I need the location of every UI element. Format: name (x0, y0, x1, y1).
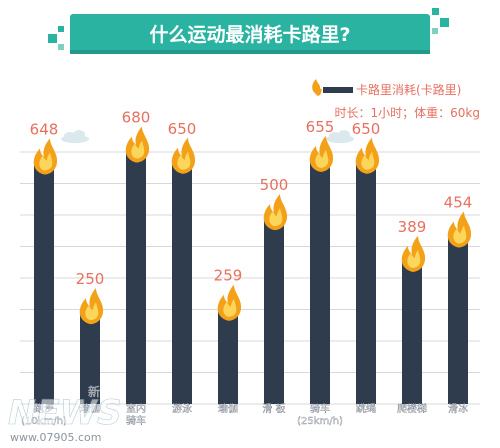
value-label: 650 (168, 120, 197, 138)
legend-label: 卡路里消耗(卡路里) (356, 82, 461, 97)
flame-icon (263, 194, 288, 231)
category-label: 瑜伽 (218, 402, 238, 415)
value-label: 648 (30, 121, 59, 139)
decorative-squares (48, 8, 449, 50)
bar (172, 159, 192, 404)
category-label: (25km/h) (297, 416, 343, 427)
category-labels: 跑步(10km/h)瑜伽 室内骑车游泳 瑜伽滑 板骑车(25km/h)跳绳 爬楼梯 滑冰 (21, 402, 468, 427)
value-label: 655 (306, 118, 335, 136)
chart-title: 什么运动最消耗卡路里? (149, 23, 350, 46)
category-label: 游泳 (172, 402, 192, 415)
flame-icon (79, 288, 104, 325)
bar (218, 306, 238, 404)
chart-subtitle: 时长：1小时；体重：60kg (335, 106, 480, 120)
bar (34, 160, 54, 404)
flames (33, 126, 472, 325)
legend-flame-icon (312, 79, 322, 96)
bars (34, 148, 468, 404)
watermark-news: NEWS (8, 393, 122, 433)
value-labels: 648 250 680 650 259 500 655 650 389 454 (30, 109, 473, 289)
watermark-cn: 新大众 (88, 384, 125, 399)
value-label: 650 (352, 120, 381, 138)
legend: 卡路里消耗(卡路里) 时长：1小时；体重：60kg (312, 79, 480, 120)
bar (310, 157, 330, 404)
flame-icon (217, 284, 242, 321)
title-banner: 什么运动最消耗卡路里? (70, 14, 430, 54)
category-label: 骑车 (310, 402, 330, 415)
cloud-icon (61, 130, 354, 143)
flame-icon (125, 126, 150, 163)
category-label: 骑车 (126, 414, 146, 427)
value-label: 389 (398, 218, 427, 236)
flame-icon (309, 135, 334, 172)
watermark: 新大众 NEWS www.07905.com (8, 384, 125, 444)
bar (264, 216, 284, 404)
category-label: 室内 (126, 402, 146, 415)
category-label: 跳绳 (356, 402, 376, 415)
flame-icon (33, 138, 58, 175)
flame-icon (447, 211, 472, 248)
value-label: 454 (444, 193, 473, 211)
flame-icon (171, 137, 196, 174)
value-label: 259 (214, 267, 243, 285)
value-label: 250 (76, 270, 105, 288)
category-label: 爬楼梯 (397, 402, 427, 415)
category-label: 跑步 (34, 402, 54, 415)
category-label: 瑜伽 (80, 402, 100, 415)
category-label: 滑 板 (262, 402, 285, 415)
bar (402, 257, 422, 404)
bar (126, 148, 146, 404)
bar (356, 159, 376, 404)
value-label: 500 (260, 176, 289, 194)
legend-swatch (323, 87, 353, 93)
watermark-url: www.07905.com (10, 431, 101, 444)
flame-icon (355, 137, 380, 174)
bar (448, 233, 468, 404)
category-label: 滑冰 (448, 402, 468, 415)
bar (80, 310, 100, 404)
value-label: 680 (122, 109, 151, 127)
category-label: (10km/h) (21, 416, 67, 427)
flame-icon (401, 235, 426, 272)
